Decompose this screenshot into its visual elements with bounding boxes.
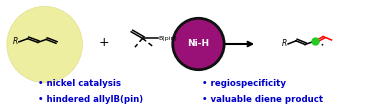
Text: • hindered allylB(pin): • hindered allylB(pin) — [38, 95, 143, 104]
Text: B(pin): B(pin) — [158, 36, 177, 41]
Ellipse shape — [7, 6, 82, 83]
Text: R: R — [13, 37, 18, 46]
Ellipse shape — [173, 18, 224, 70]
Text: Ni-H: Ni-H — [187, 40, 209, 48]
Text: +: + — [99, 36, 109, 49]
Text: • regiospecificity: • regiospecificity — [202, 79, 286, 88]
Text: • nickel catalysis: • nickel catalysis — [38, 79, 121, 88]
Text: • valuable diene product: • valuable diene product — [202, 95, 323, 104]
Text: R: R — [282, 40, 287, 48]
